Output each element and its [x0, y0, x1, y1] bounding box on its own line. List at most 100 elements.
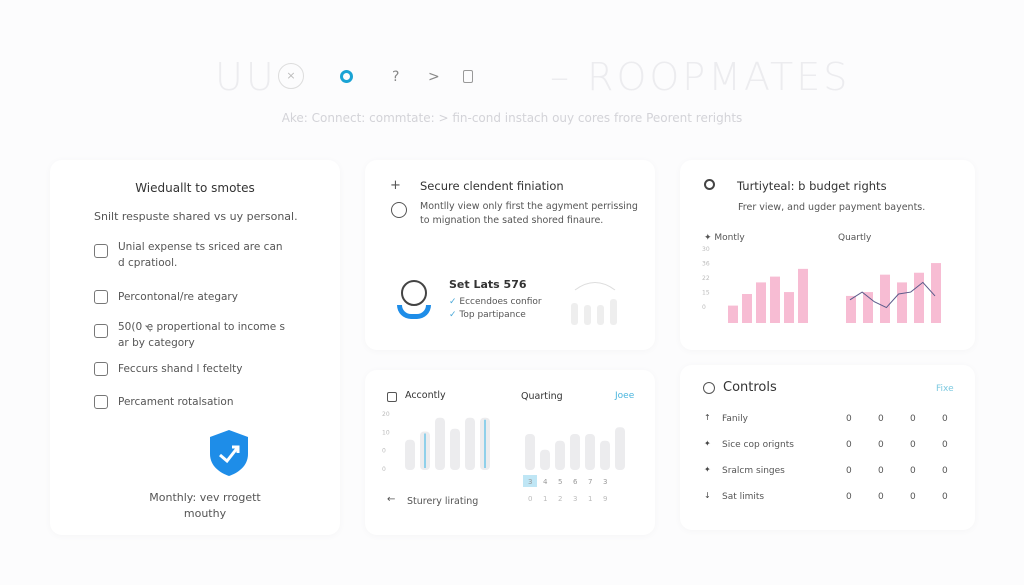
subtitle: Ake: Connect: commtate: > fin-cond insta… [281, 111, 743, 125]
chevron-right-icon[interactable]: > [428, 69, 440, 85]
row-value[interactable]: 0 [878, 414, 884, 424]
x-label: 1 [588, 495, 592, 503]
row-value[interactable]: 0 [878, 440, 884, 450]
card-title: Secure clendent finiation [420, 179, 564, 193]
shield-check-icon [210, 430, 248, 476]
y-tick-label: 20 [382, 411, 390, 418]
card-description: Montlly view only first the agyment perr… [420, 201, 638, 226]
link-button[interactable]: Joee [615, 391, 635, 401]
row-label: Sat limits [722, 492, 765, 502]
row-value[interactable]: 0 [910, 466, 916, 476]
bar [435, 417, 445, 470]
checkbox[interactable] [94, 324, 108, 338]
row-value[interactable]: 0 [910, 414, 916, 424]
globe-icon [391, 202, 407, 218]
quarterly-chart [846, 263, 941, 323]
row-value[interactable]: 0 [910, 440, 916, 450]
quarting-chart: 3 4 5 6 7 3 0 1 2 3 1 9 [523, 427, 625, 503]
row-value[interactable]: 0 [942, 466, 948, 476]
y-tick-label: 10 [382, 429, 390, 436]
card-footer: Monthly: vev rrogett mouthy [149, 491, 261, 520]
bar [798, 268, 808, 323]
search-icon[interactable] [704, 179, 715, 190]
row-value[interactable]: 0 [846, 440, 852, 450]
set-title: Set Lats 576 [449, 278, 527, 291]
secure-card: + Secure clendent finiation Montlly view… [365, 160, 655, 350]
row-value[interactable]: 0 [942, 440, 948, 450]
checkbox[interactable] [94, 290, 108, 304]
x-label: 9 [603, 495, 607, 503]
bullet-item: ✓ Top partipance [449, 310, 526, 320]
option-label: Percontonal/re ategary [118, 291, 238, 303]
quarting-label: Quarting [521, 391, 563, 402]
x-label: 5 [558, 478, 562, 486]
x-label: 6 [573, 478, 578, 486]
row-icon: ↓ [704, 491, 711, 500]
card-title: Turtiyteal: b budget rights [737, 179, 887, 193]
row-value[interactable]: 0 [846, 414, 852, 424]
bar-highlight [424, 433, 426, 468]
row-label: Fanily [722, 414, 748, 424]
bar [863, 292, 873, 323]
back-arrow-icon[interactable]: ← [387, 494, 396, 505]
card-title: Controls [723, 380, 777, 395]
row-value[interactable]: 0 [878, 466, 884, 476]
bar [846, 295, 856, 323]
option-label: 50(0 ҿ propertional to income s ar by ca… [118, 321, 286, 349]
row-value[interactable]: 0 [910, 492, 916, 502]
bar [450, 428, 460, 470]
x-label: 2 [558, 495, 562, 503]
bar [405, 439, 415, 470]
x-label: 0 [528, 495, 532, 503]
row-value[interactable]: 0 [878, 492, 884, 502]
bar [600, 440, 610, 470]
card-footer: Sturery lirating [407, 496, 479, 507]
y-tick-label: 0 [382, 448, 386, 455]
checkbox[interactable] [94, 244, 108, 258]
y-tick-label: 22 [702, 275, 710, 282]
y-tick-label: 36 [702, 261, 710, 268]
row-value[interactable]: 0 [942, 414, 948, 424]
selected-cell [523, 475, 537, 487]
plus-icon[interactable]: + [390, 178, 401, 193]
globe-icon [401, 280, 427, 306]
y-tick-label: 0 [702, 304, 706, 311]
row-value[interactable]: 0 [846, 492, 852, 502]
checkbox[interactable] [94, 362, 108, 376]
x-label: 4 [543, 478, 548, 486]
bar [540, 449, 550, 470]
option-label: Percament rotalsation [118, 396, 234, 408]
row-label: Sralcm singes [722, 466, 785, 476]
row-value[interactable]: 0 [942, 492, 948, 502]
monthly-chart: 30 36 22 15 0 [702, 246, 808, 323]
clipboard-icon[interactable] [463, 70, 473, 83]
bar-chart-icon [571, 282, 617, 325]
bar [770, 276, 780, 323]
row-value[interactable]: 0 [846, 466, 852, 476]
gear-icon[interactable] [340, 70, 353, 83]
y-tick-label: 30 [702, 246, 710, 253]
sync-arrow-icon [397, 305, 431, 319]
quarterly-label: Quartly [838, 233, 872, 243]
bar [784, 292, 794, 323]
row-icon: ✦ [704, 465, 711, 474]
option-label: Unial expense ts sriced are can d cprati… [118, 241, 283, 269]
help-icon[interactable]: ? [392, 69, 400, 85]
link-button[interactable]: Fixe [936, 384, 954, 394]
y-tick-label: 15 [702, 290, 710, 297]
bar [615, 427, 625, 470]
bar-highlight [484, 419, 486, 468]
row-icon: ✦ [704, 439, 711, 448]
bar [728, 305, 738, 323]
checkbox[interactable] [94, 395, 108, 409]
clock-icon [703, 382, 715, 394]
bar [880, 274, 890, 323]
card-title: Accontly [405, 390, 446, 401]
controls-card: Controls Fixe ↑ Fanily 0 0 0 0 ✦ Sice cop orign… [680, 365, 975, 530]
close-circle-icon[interactable]: × [278, 63, 304, 89]
x-label: 1 [543, 495, 547, 503]
y-tick-label: 0 [382, 466, 386, 473]
x-label: 3 [528, 478, 532, 486]
brand-left: UU [215, 55, 277, 99]
